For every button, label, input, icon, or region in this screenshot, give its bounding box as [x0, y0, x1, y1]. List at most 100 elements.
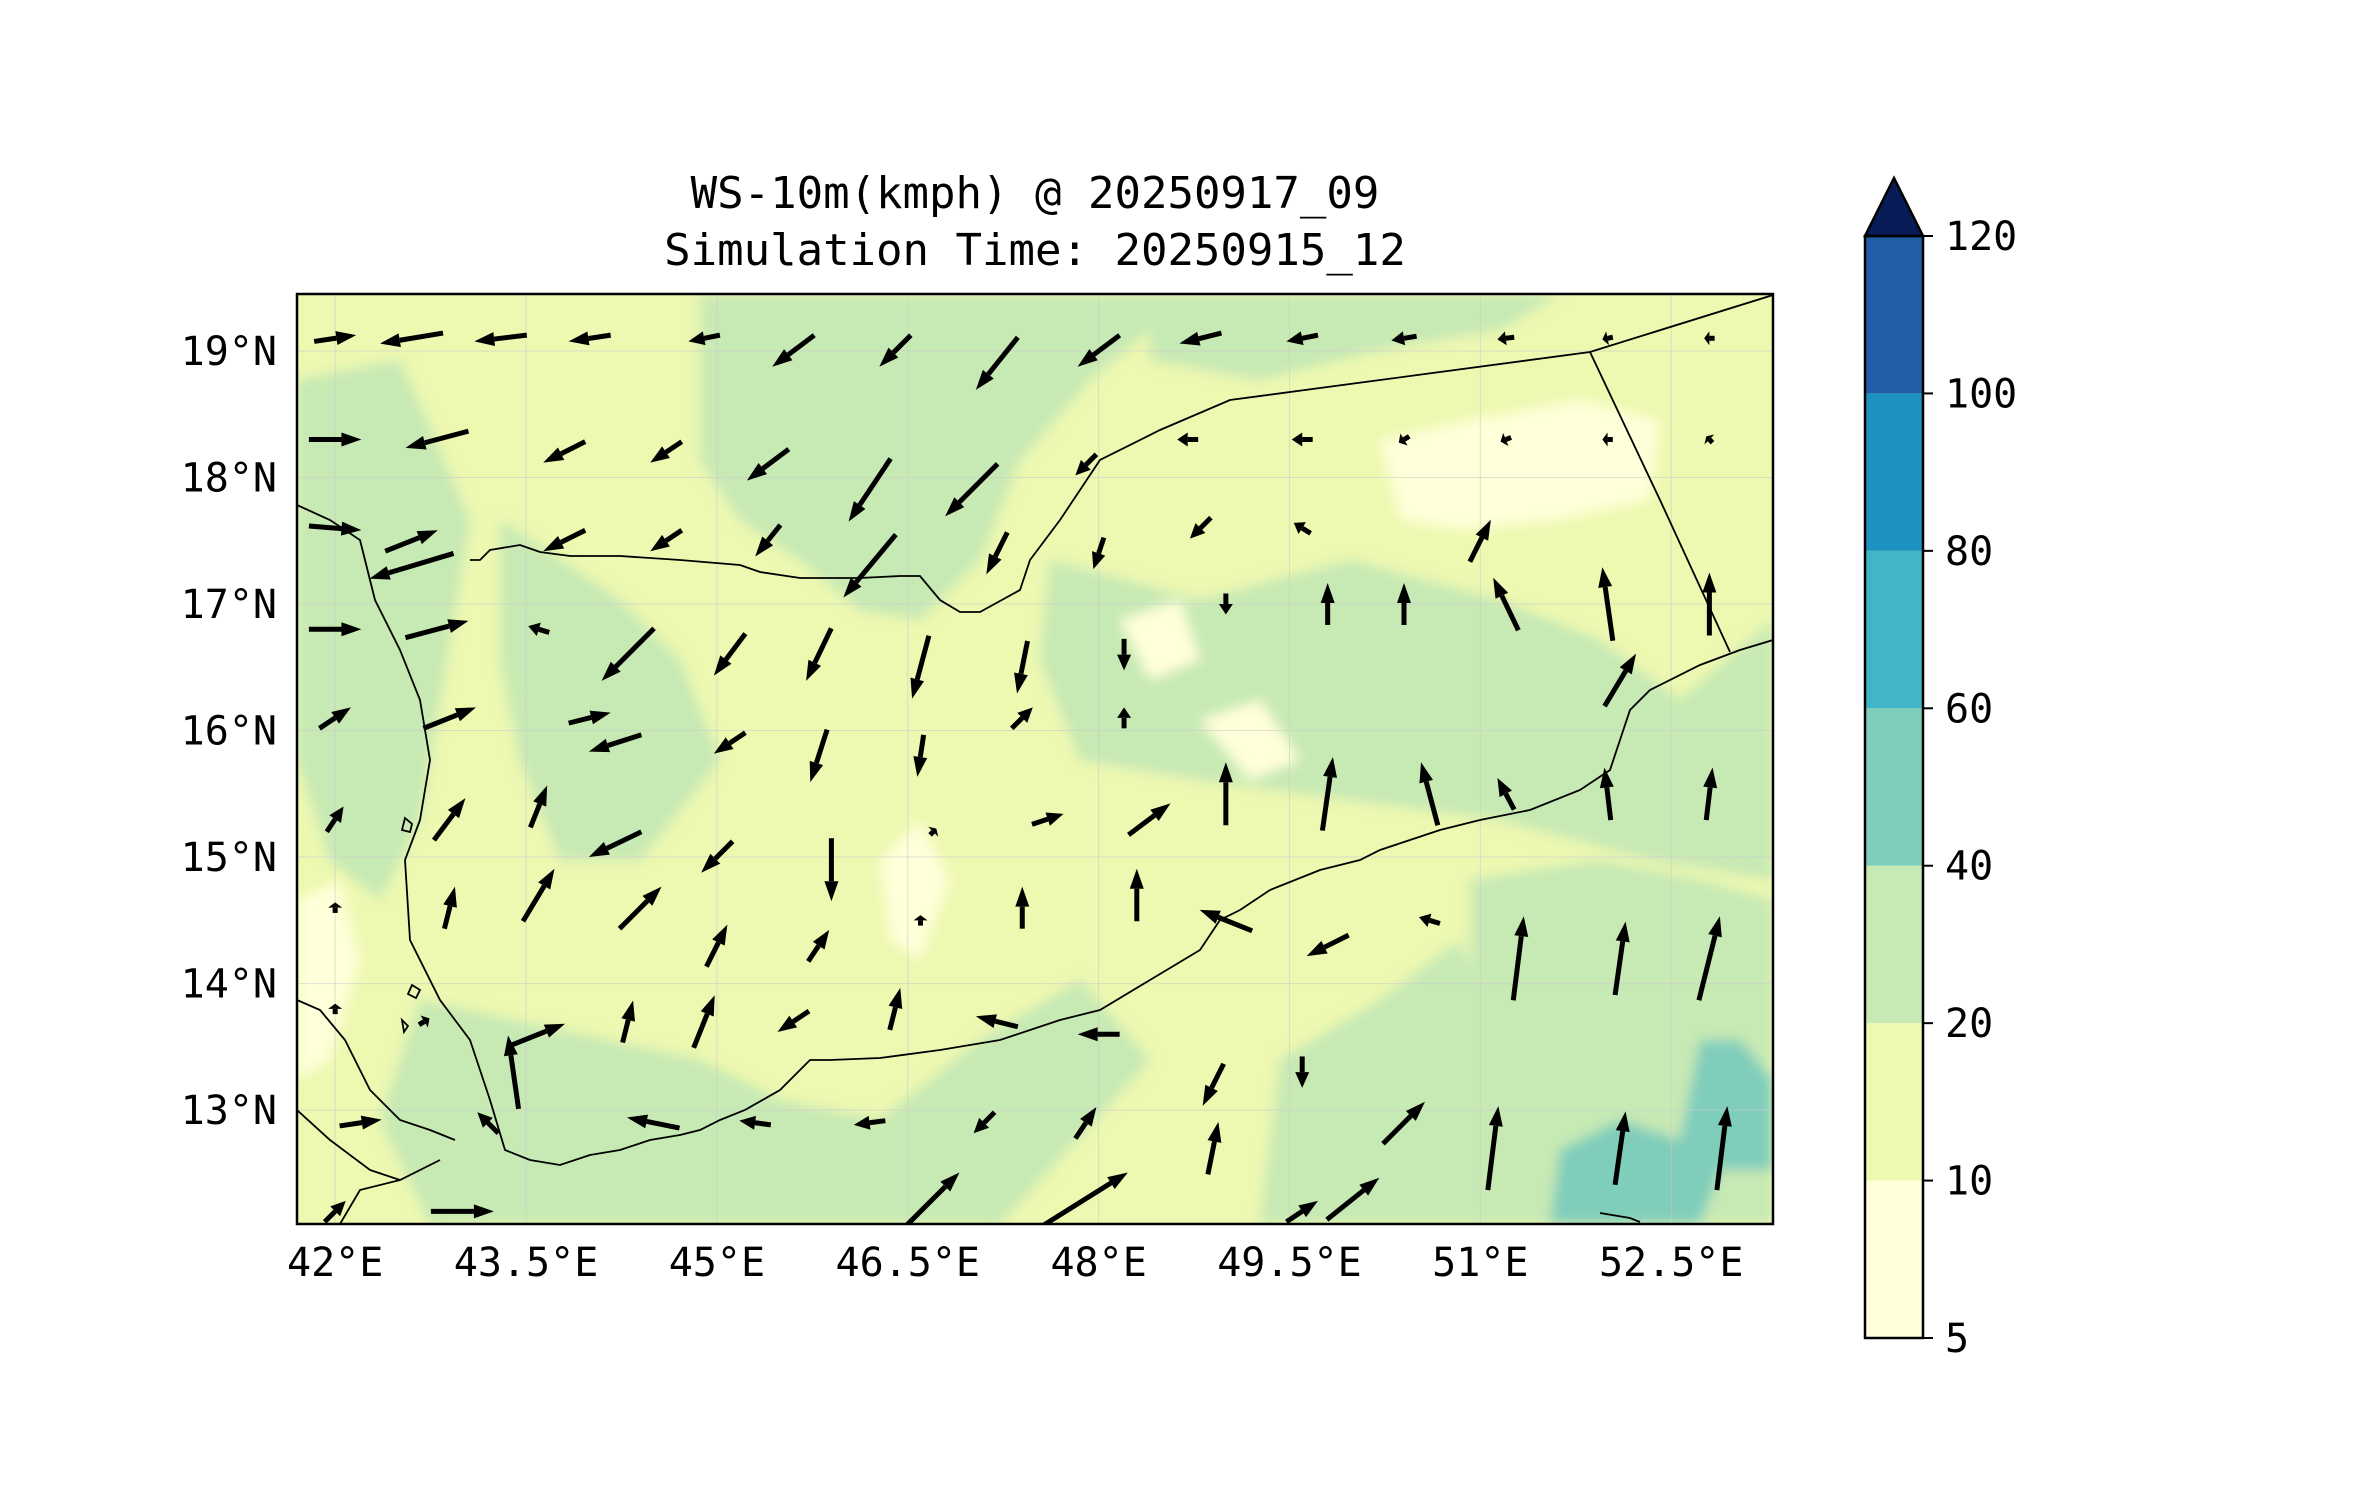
wind-arrow — [1398, 433, 1411, 446]
wind-arrow — [1202, 1062, 1226, 1106]
colorbar-segment — [1865, 236, 1923, 394]
wind-arrow — [1218, 593, 1233, 615]
speed-band-20-40-interior — [1040, 560, 1773, 880]
wind-arrow — [1015, 886, 1030, 929]
wind-arrow — [1199, 909, 1254, 934]
y-tick-label: 18°N — [181, 455, 277, 501]
wind-speed-field — [297, 294, 1773, 1224]
wind-arrow — [1010, 707, 1033, 731]
wind-arrow — [1077, 1027, 1120, 1042]
wind-arrow — [1320, 583, 1335, 625]
wind-vectors — [308, 330, 1732, 1224]
wind-arrow — [1696, 916, 1722, 1001]
wind-arrow — [1014, 640, 1030, 694]
wind-arrow — [1397, 583, 1411, 625]
wind-arrow — [1306, 932, 1350, 957]
y-tick-label: 17°N — [181, 582, 277, 628]
x-tick-label: 52.5°E — [1599, 1240, 1744, 1286]
wind-arrow — [617, 886, 662, 931]
wind-arrow — [543, 527, 587, 552]
wind-arrow — [627, 1114, 681, 1131]
wind-arrow — [1381, 1101, 1425, 1146]
wind-arrow — [905, 1172, 960, 1224]
wind-arrow — [322, 1200, 346, 1224]
wind-arrow — [1177, 432, 1199, 447]
wind-arrow — [1293, 522, 1312, 536]
x-tick-label: 49.5°E — [1217, 1240, 1362, 1286]
speed-band-5-10-central-3 — [1120, 600, 1200, 680]
wind-arrow — [1510, 916, 1529, 1001]
yemen-oman-border — [1589, 351, 1731, 653]
map-frame — [295, 292, 1775, 1226]
wind-arrow — [806, 929, 830, 963]
wind-arrow — [975, 335, 1020, 390]
speed-band-20-40-northeast — [1150, 294, 1560, 380]
wind-arrow — [324, 806, 344, 834]
wind-arrow — [1612, 921, 1630, 996]
wind-arrow — [1612, 1111, 1630, 1186]
speed-band-5-10-southwest — [297, 880, 360, 1080]
y-axis: 19°N 18°N 17°N 16°N 15°N 14°N 13°N — [181, 329, 277, 1134]
wind-arrow — [1602, 432, 1613, 447]
plot-title: WS-10m(kmph) @ 20250917_09 — [691, 168, 1380, 219]
colorbar-label: 120 — [1945, 214, 2017, 260]
wind-arrow — [713, 632, 748, 676]
x-tick-label: 51°E — [1432, 1240, 1528, 1286]
wind-arrow — [1419, 762, 1441, 826]
wind-arrow — [313, 331, 357, 346]
wind-arrow — [1285, 1200, 1318, 1224]
colorbar-segment — [1865, 1023, 1923, 1181]
wind-arrow — [848, 457, 893, 522]
wind-arrow — [945, 462, 1000, 517]
wind-arrow — [975, 1014, 1019, 1030]
wind-arrow — [1714, 1106, 1732, 1191]
wind-arrow — [701, 839, 735, 873]
colorbar-segment — [1865, 865, 1923, 1024]
wind-arrow — [1291, 432, 1313, 447]
wind-arrow — [1295, 1056, 1310, 1088]
coastlines-and-borders — [297, 294, 1773, 1224]
wind-arrow — [1702, 572, 1717, 636]
wind-arrow — [430, 1204, 494, 1219]
wind-arrow — [543, 439, 587, 463]
wind-arrow — [1467, 519, 1491, 563]
wind-arrow — [746, 447, 791, 481]
african-border-south — [339, 1159, 441, 1224]
colorbar-segment — [1865, 1180, 1923, 1338]
wind-arrow — [1075, 452, 1099, 476]
wind-arrow — [1077, 333, 1122, 367]
x-tick-label: 43.5°E — [454, 1240, 599, 1286]
wind-arrow — [308, 432, 362, 447]
wind-arrow — [691, 995, 715, 1049]
wind-arrow — [511, 1023, 566, 1048]
wind-arrow — [442, 886, 457, 930]
wind-arrow — [824, 838, 839, 902]
wind-arrow — [843, 532, 898, 598]
wind-arrow — [520, 868, 555, 923]
wind-arrow — [650, 528, 684, 552]
wind-arrow — [477, 1112, 501, 1136]
wind-arrow — [474, 332, 528, 347]
colorbar-label: 80 — [1945, 529, 1993, 575]
wind-arrow — [1391, 331, 1418, 346]
wind-arrow — [431, 798, 466, 842]
wind-arrow — [1704, 434, 1715, 445]
wind-arrow — [1497, 778, 1517, 811]
red-sea-island-3 — [400, 1017, 410, 1035]
wind-arrow — [1493, 577, 1521, 632]
speed-band-5-10-central-1 — [880, 820, 950, 960]
y-tick-label: 16°N — [181, 709, 277, 755]
red-sea-island-2 — [406, 983, 422, 1000]
wind-arrow — [704, 924, 728, 968]
colorbar-label: 60 — [1945, 686, 1993, 732]
gridlines — [297, 294, 1773, 1224]
wind-arrow — [568, 710, 611, 726]
y-tick-label: 14°N — [181, 962, 277, 1008]
wind-arrow — [528, 622, 550, 637]
wind-arrow — [1179, 330, 1223, 346]
wind-arrow — [1117, 638, 1132, 671]
wind-arrow — [318, 707, 351, 731]
wind-arrow — [809, 728, 830, 783]
wind-arrow — [308, 622, 362, 637]
wind-arrow — [1117, 707, 1132, 729]
